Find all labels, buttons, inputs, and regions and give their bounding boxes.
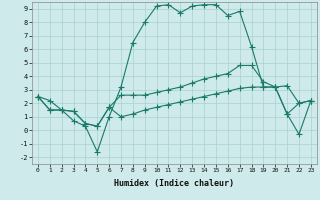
X-axis label: Humidex (Indice chaleur): Humidex (Indice chaleur) [115,179,234,188]
